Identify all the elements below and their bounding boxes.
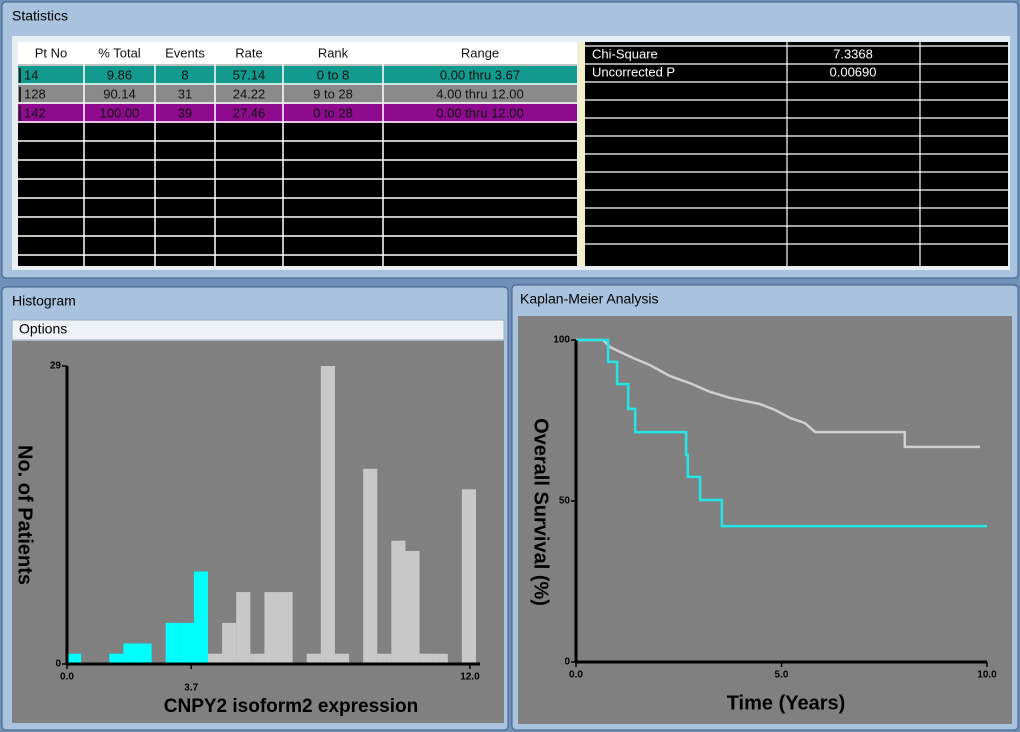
row-marker (19, 106, 21, 121)
y-axis-title: Overall Survival (%) (530, 418, 552, 606)
column-header[interactable]: Events (165, 45, 205, 60)
table-cell: 27.46 (233, 105, 266, 120)
bar (123, 643, 138, 664)
table-row[interactable] (18, 66, 577, 85)
bar (193, 571, 209, 664)
bar (419, 653, 434, 664)
column-header[interactable]: Rate (235, 45, 262, 60)
table-cell: 57.14 (233, 67, 266, 82)
bar (250, 653, 265, 664)
bar (433, 653, 448, 664)
x-tick-label: 0.0 (569, 670, 583, 681)
bar (236, 592, 251, 664)
table-cell: 0 to 28 (313, 105, 353, 120)
table-cell: 9.86 (107, 67, 132, 82)
table-cell: 14 (24, 67, 38, 82)
table-cell: 24.22 (233, 86, 266, 101)
row-marker (19, 87, 21, 102)
test-name: Uncorrected P (592, 64, 675, 79)
table-cell: 31 (178, 86, 192, 101)
splitter[interactable] (578, 42, 585, 266)
survival-curve (576, 338, 981, 449)
x-tick-label: 0.0 (60, 672, 74, 683)
table-cell: 142 (24, 105, 46, 120)
column-header[interactable]: Pt No (35, 45, 68, 60)
column-header[interactable]: % Total (98, 45, 141, 60)
table-cell: 90.14 (103, 86, 136, 101)
bar (109, 653, 124, 664)
bar (363, 468, 378, 664)
row-marker (19, 68, 21, 83)
y-tick-label: 29 (50, 361, 62, 372)
bar (391, 540, 406, 664)
x-axis-title: Time (Years) (727, 692, 846, 714)
table-cell: 4.00 thru 12.00 (436, 86, 523, 101)
table-cell: 39 (178, 105, 192, 120)
table-cell: 0.00 thru 12.00 (436, 105, 523, 120)
x-tick-label: 5.0 (775, 670, 789, 681)
table-cell: 100.00 (100, 105, 140, 120)
bar (137, 643, 152, 664)
bar (179, 622, 194, 664)
table-row[interactable] (18, 104, 577, 123)
y-tick-label: 50 (559, 496, 571, 507)
table-cell: 9 to 28 (313, 86, 353, 101)
y-axis-title: No. of Patients (14, 445, 36, 585)
plot-area (12, 341, 504, 723)
window-title: Histogram (12, 293, 76, 309)
bar (377, 653, 392, 664)
bar (461, 489, 476, 664)
window-title: Statistics (12, 8, 68, 24)
bar (306, 653, 321, 664)
bar (405, 550, 420, 664)
table-row[interactable] (18, 85, 577, 104)
y-tick-label: 0 (55, 659, 61, 670)
window-title: Kaplan-Meier Analysis (520, 291, 659, 307)
table-cell: 0.00 thru 3.67 (440, 67, 520, 82)
x-axis-title: CNPY2 isoform2 expression (164, 696, 418, 717)
bar (278, 592, 293, 664)
table-cell: 8 (181, 67, 188, 82)
menu-item[interactable]: Options (19, 321, 67, 337)
x-tick-label: 12.0 (460, 672, 480, 683)
bar (222, 622, 237, 664)
test-value: 0.00690 (830, 64, 877, 79)
bar (165, 622, 180, 664)
column-header[interactable]: Rank (318, 45, 349, 60)
header-row (18, 42, 577, 64)
bar (208, 653, 223, 664)
bar (320, 366, 335, 664)
plot-area (518, 316, 1012, 724)
table-cell: 128 (24, 86, 46, 101)
table-cell: 0 to 8 (317, 67, 350, 82)
menu-bar (11, 319, 505, 341)
column-header[interactable]: Range (461, 45, 499, 60)
x-tick-label: 10.0 (977, 670, 997, 681)
bar (264, 592, 279, 664)
y-tick-label: 100 (553, 335, 570, 346)
x-tick-label: 3.7 (184, 683, 198, 694)
bar (67, 653, 82, 664)
test-value: 7.3368 (833, 46, 873, 61)
bar (334, 653, 350, 664)
y-tick-label: 0 (564, 657, 570, 668)
survival-curve (576, 338, 987, 528)
test-name: Chi-Square (592, 46, 658, 61)
